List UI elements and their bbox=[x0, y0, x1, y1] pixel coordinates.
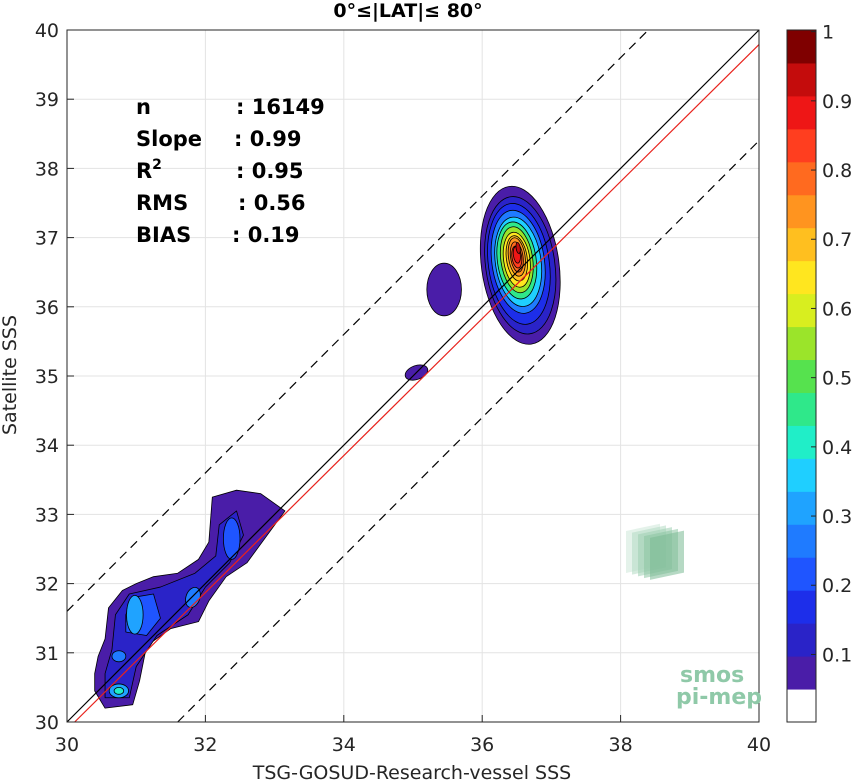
stat-value: : 0.95 bbox=[236, 159, 304, 183]
stat-value: : 16149 bbox=[236, 95, 325, 119]
x-tick-label: 36 bbox=[470, 734, 494, 756]
y-tick-label: 36 bbox=[35, 297, 59, 319]
x-tick-label: 30 bbox=[55, 734, 79, 756]
x-axis-ticks: 30 32 34 36 38 40 bbox=[55, 715, 771, 756]
y-tick-label: 37 bbox=[35, 228, 59, 250]
contour-level-19 bbox=[515, 242, 521, 254]
y-tick-label: 35 bbox=[35, 366, 59, 388]
colorbar-segment bbox=[787, 359, 816, 393]
stat-label: Slope bbox=[136, 127, 202, 151]
colorbar-tick-label: 0.2 bbox=[822, 575, 852, 597]
y-tick-label: 39 bbox=[35, 89, 59, 111]
x-tick-label: 38 bbox=[609, 734, 633, 756]
colorbar-frame bbox=[786, 29, 817, 723]
logo-layer bbox=[650, 530, 684, 580]
logo-text-pimep: pi-mep bbox=[676, 685, 762, 710]
stat-label: n bbox=[136, 95, 151, 119]
x-tick-label: 34 bbox=[332, 734, 356, 756]
y-tick-label: 34 bbox=[35, 435, 59, 457]
y-tick-label: 40 bbox=[35, 20, 59, 42]
y-tick-label: 31 bbox=[35, 643, 59, 665]
colorbar-segment bbox=[787, 30, 816, 64]
x-tick-label: 40 bbox=[747, 734, 771, 756]
y-axis-ticks: 30 31 32 33 34 35 36 37 38 39 40 bbox=[35, 20, 74, 734]
contour-level-6 bbox=[126, 594, 144, 635]
stat-value: : 0.56 bbox=[238, 191, 306, 215]
contour-level-5 bbox=[111, 650, 127, 663]
chart-title: 0°≤|LAT|≤ 80° bbox=[333, 0, 482, 22]
reference-line bbox=[66, 29, 649, 612]
colorbar-segment bbox=[787, 425, 816, 459]
colorbar-tick-label: 0.7 bbox=[822, 229, 852, 251]
colorbar-segment bbox=[787, 689, 816, 723]
colorbar-tick-label: 0.4 bbox=[822, 437, 852, 459]
contour-level-1 bbox=[426, 262, 462, 317]
reference-line bbox=[66, 29, 760, 723]
colorbar-segment bbox=[787, 128, 816, 163]
colorbar-segment bbox=[787, 293, 816, 328]
colorbar-segment bbox=[787, 260, 816, 295]
x-tick-label: 32 bbox=[193, 734, 217, 756]
colorbar-tick-label: 0.3 bbox=[822, 506, 852, 528]
colorbar-segment bbox=[787, 590, 816, 624]
colorbar-segment bbox=[787, 392, 816, 426]
contour-level-2 bbox=[104, 510, 244, 699]
reference-line bbox=[74, 44, 760, 723]
y-tick-label: 38 bbox=[35, 158, 59, 180]
colorbar-tick-label: 0.1 bbox=[822, 644, 852, 666]
colorbar-segment bbox=[787, 491, 816, 525]
logo-text-smos: smos bbox=[680, 663, 744, 688]
stat-value: : 0.19 bbox=[232, 223, 300, 247]
stat-label: RMS bbox=[136, 191, 188, 215]
y-tick-label: 32 bbox=[35, 574, 59, 596]
y-axis-label: Satellite SSS bbox=[0, 315, 21, 435]
colorbar-segment bbox=[787, 194, 816, 229]
contour-level-8 bbox=[113, 686, 125, 695]
colorbar-segment bbox=[787, 62, 816, 97]
colorbar-segment bbox=[787, 524, 816, 558]
reference-lines bbox=[66, 29, 760, 723]
colorbar-segment bbox=[787, 656, 816, 690]
colorbar-segment bbox=[787, 458, 816, 492]
colorbar-tick-label: 0.8 bbox=[822, 160, 852, 182]
contour-level-4 bbox=[222, 517, 241, 560]
colorbar-tick-label: 0.9 bbox=[822, 91, 852, 113]
stat-superscript: 2 bbox=[152, 157, 162, 173]
stat-label: BIAS bbox=[136, 223, 191, 247]
colorbar-segment bbox=[787, 326, 816, 361]
colorbar-tick-label: 0.6 bbox=[822, 298, 852, 320]
stat-value: : 0.99 bbox=[234, 127, 302, 151]
colorbar-segment bbox=[787, 623, 816, 657]
colorbar-segment bbox=[787, 227, 816, 262]
y-tick-label: 30 bbox=[35, 712, 59, 734]
colorbar-segment bbox=[787, 95, 816, 130]
colorbar-segment bbox=[787, 161, 816, 196]
colorbar: 0.1 0.2 0.3 0.4 0.5 0.6 0.7 0.8 0.9 1 bbox=[786, 22, 852, 723]
y-tick-label: 33 bbox=[35, 504, 59, 526]
colorbar-tick-label: 0.5 bbox=[822, 368, 852, 390]
reference-line bbox=[177, 140, 760, 723]
x-axis-label: TSG-GOSUD-Research-vessel SSS bbox=[252, 762, 572, 784]
colorbar-tick-label: 1 bbox=[822, 22, 834, 44]
